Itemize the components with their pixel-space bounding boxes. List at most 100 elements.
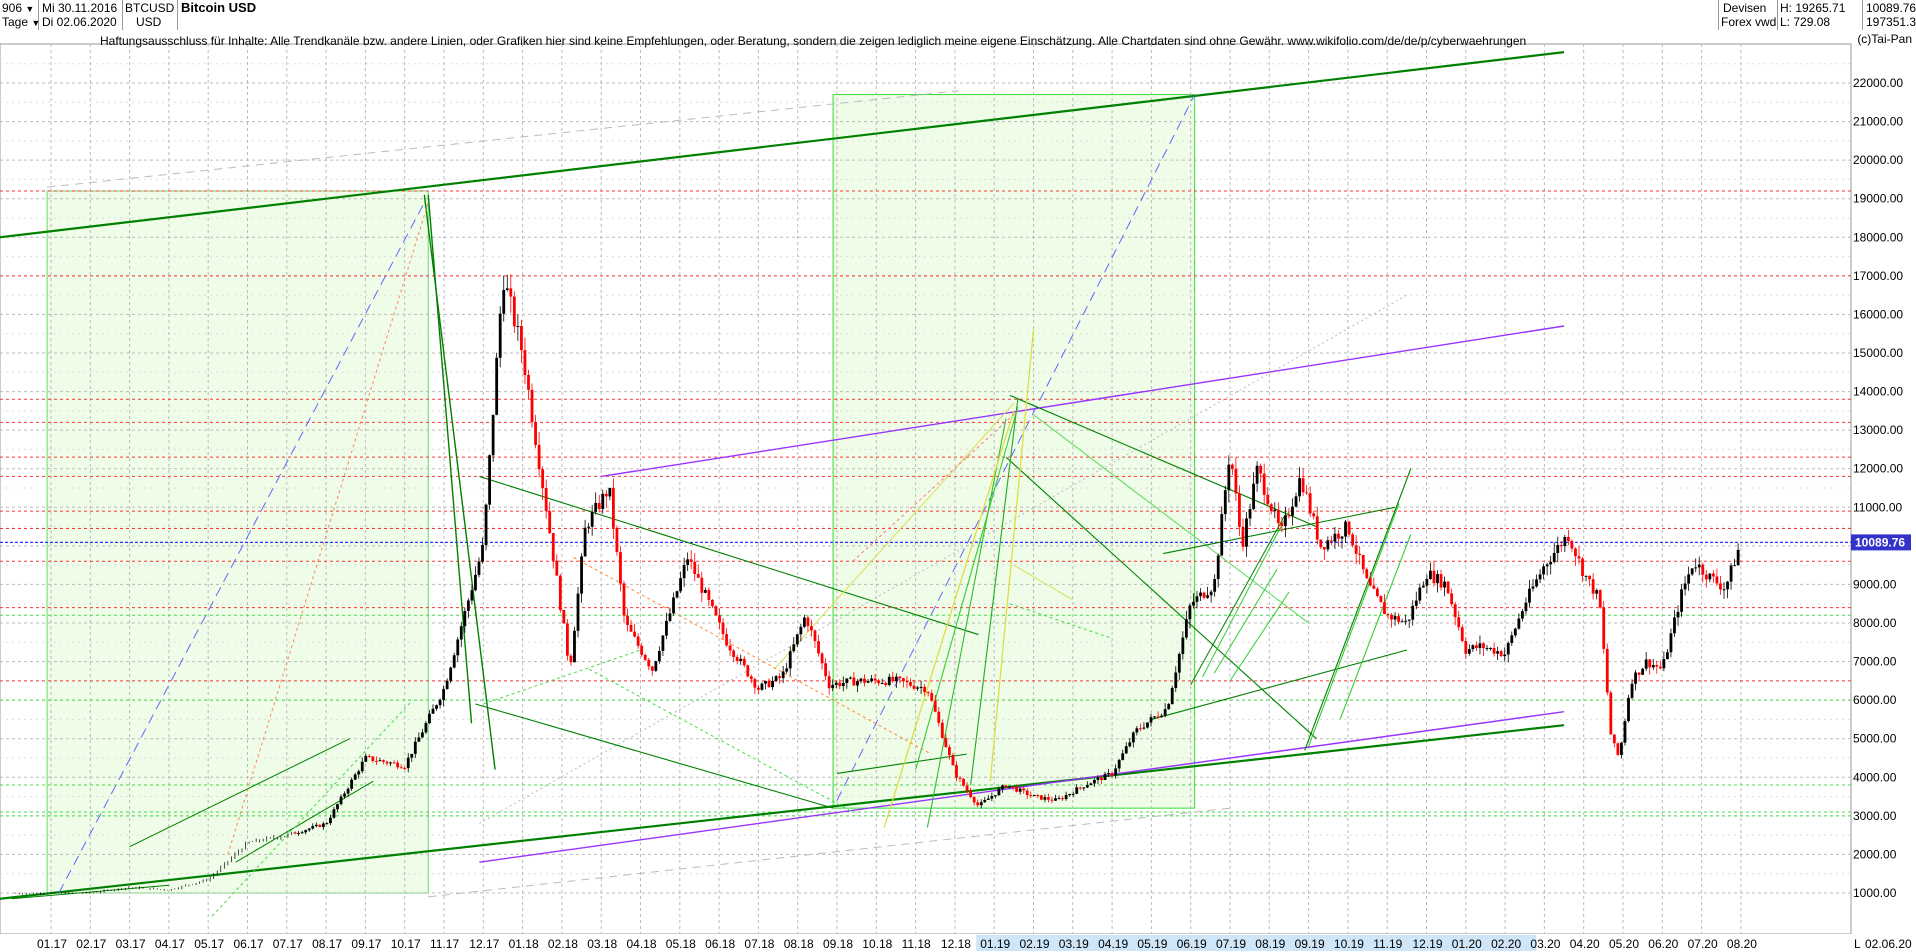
candle-body (1269, 504, 1273, 512)
candle-body (1018, 788, 1022, 792)
date-from[interactable]: Mi 30.11.2016 (42, 1, 118, 15)
candle-body (1432, 570, 1436, 584)
candle-body (1032, 795, 1036, 797)
candle-body (375, 761, 378, 763)
candle-body (986, 798, 990, 800)
candle-body (951, 755, 955, 766)
candle-body (1322, 547, 1326, 550)
candle-body (1199, 592, 1202, 597)
trendline (1229, 591, 1290, 682)
candle-body (1036, 795, 1040, 797)
red-dotted-line (852, 410, 1019, 562)
candle-body (1411, 605, 1415, 620)
count-selector[interactable]: 906 ▼ (2, 1, 34, 16)
candle-body (1577, 556, 1581, 559)
last-price-tag-label: 10089.76 (1855, 535, 1905, 549)
candle-body (413, 741, 417, 754)
candle-body (657, 650, 661, 662)
y-tick-label: 5000.00 (1853, 732, 1897, 746)
candle-body (802, 617, 806, 627)
trendline (1202, 510, 1290, 678)
trendline (1308, 503, 1400, 747)
trendline (427, 194, 473, 724)
candle-body (1457, 617, 1461, 628)
candle-body (1184, 619, 1188, 638)
candle-body (643, 654, 647, 660)
candle-body (1181, 637, 1185, 654)
candle-body (1230, 464, 1234, 469)
candle-body (774, 676, 778, 681)
interval-selector[interactable]: Tage ▼ (2, 15, 40, 30)
candle-body (916, 687, 919, 689)
candle-body (979, 802, 983, 806)
candle-body (339, 796, 343, 805)
candle-body (367, 755, 371, 757)
candle-body (491, 414, 495, 456)
volume-value: 197351.3/ (1866, 15, 1916, 29)
x-tick-label: 05.17 (194, 937, 224, 951)
candle-body (1358, 553, 1362, 555)
candle-body (1542, 566, 1546, 575)
candle-body (742, 658, 746, 666)
candle-body (1680, 589, 1683, 612)
candle-body (1075, 787, 1079, 794)
candle-body (700, 577, 704, 593)
candle-body (1612, 734, 1616, 744)
candle-body (820, 653, 824, 664)
candle-body (990, 796, 994, 799)
candle-body (721, 622, 725, 635)
candle-body (880, 682, 884, 684)
candle-body (1418, 587, 1422, 601)
green-dotted-line (483, 649, 641, 705)
candle-body (739, 658, 743, 661)
candle-body (569, 655, 573, 663)
candle-body (459, 626, 463, 640)
candle-body (1160, 715, 1164, 717)
candle-body (1602, 607, 1606, 649)
candle-body (894, 676, 898, 682)
candle-body (1195, 596, 1199, 602)
candle-body (1050, 799, 1054, 801)
candle-body (940, 722, 944, 738)
candle-body (1029, 795, 1033, 797)
x-tick-label: 11.19 (1373, 937, 1402, 951)
x-axis-highlight (976, 935, 1537, 951)
candle-body (382, 760, 385, 762)
candle-body (714, 606, 718, 616)
candle-body (877, 680, 881, 684)
x-tick-label: 03.17 (116, 937, 146, 951)
date-to[interactable]: Di 02.06.2020 (42, 15, 117, 29)
candle-body (424, 723, 428, 733)
candle-body (378, 760, 382, 762)
x-tick-label: 12.19 (1413, 937, 1443, 951)
candle-body (431, 708, 435, 714)
candle-body (668, 613, 672, 621)
y-tick-label: 12000.00 (1853, 462, 1903, 476)
candle-body (728, 645, 732, 651)
candle-body (1114, 768, 1118, 776)
candle-body (1436, 574, 1439, 584)
candle-body (923, 686, 927, 693)
candle-body (1489, 647, 1492, 649)
candle-body (1149, 717, 1153, 723)
candle-body (711, 599, 714, 607)
candle-body (1301, 478, 1305, 493)
candle-body (884, 682, 888, 686)
candle-body (297, 832, 300, 834)
header-bar: 906 ▼ Tage ▼ Mi 30.11.2016 Di 02.06.2020… (0, 0, 1916, 30)
candle-body (718, 615, 721, 623)
trendline (479, 475, 979, 636)
candle-body (1174, 672, 1178, 688)
x-tick-label: 04.17 (155, 937, 185, 951)
candle-body (1581, 558, 1584, 576)
candle-body (764, 681, 767, 684)
candle-body (1015, 786, 1019, 792)
y-tick-label: 4000.00 (1853, 770, 1897, 784)
candle-body (1528, 588, 1531, 603)
x-tick-label: 05.19 (1137, 937, 1167, 951)
candle-body (1524, 602, 1528, 612)
candle-body (353, 774, 357, 780)
candle-body (1008, 786, 1011, 788)
candle-body (566, 623, 569, 656)
